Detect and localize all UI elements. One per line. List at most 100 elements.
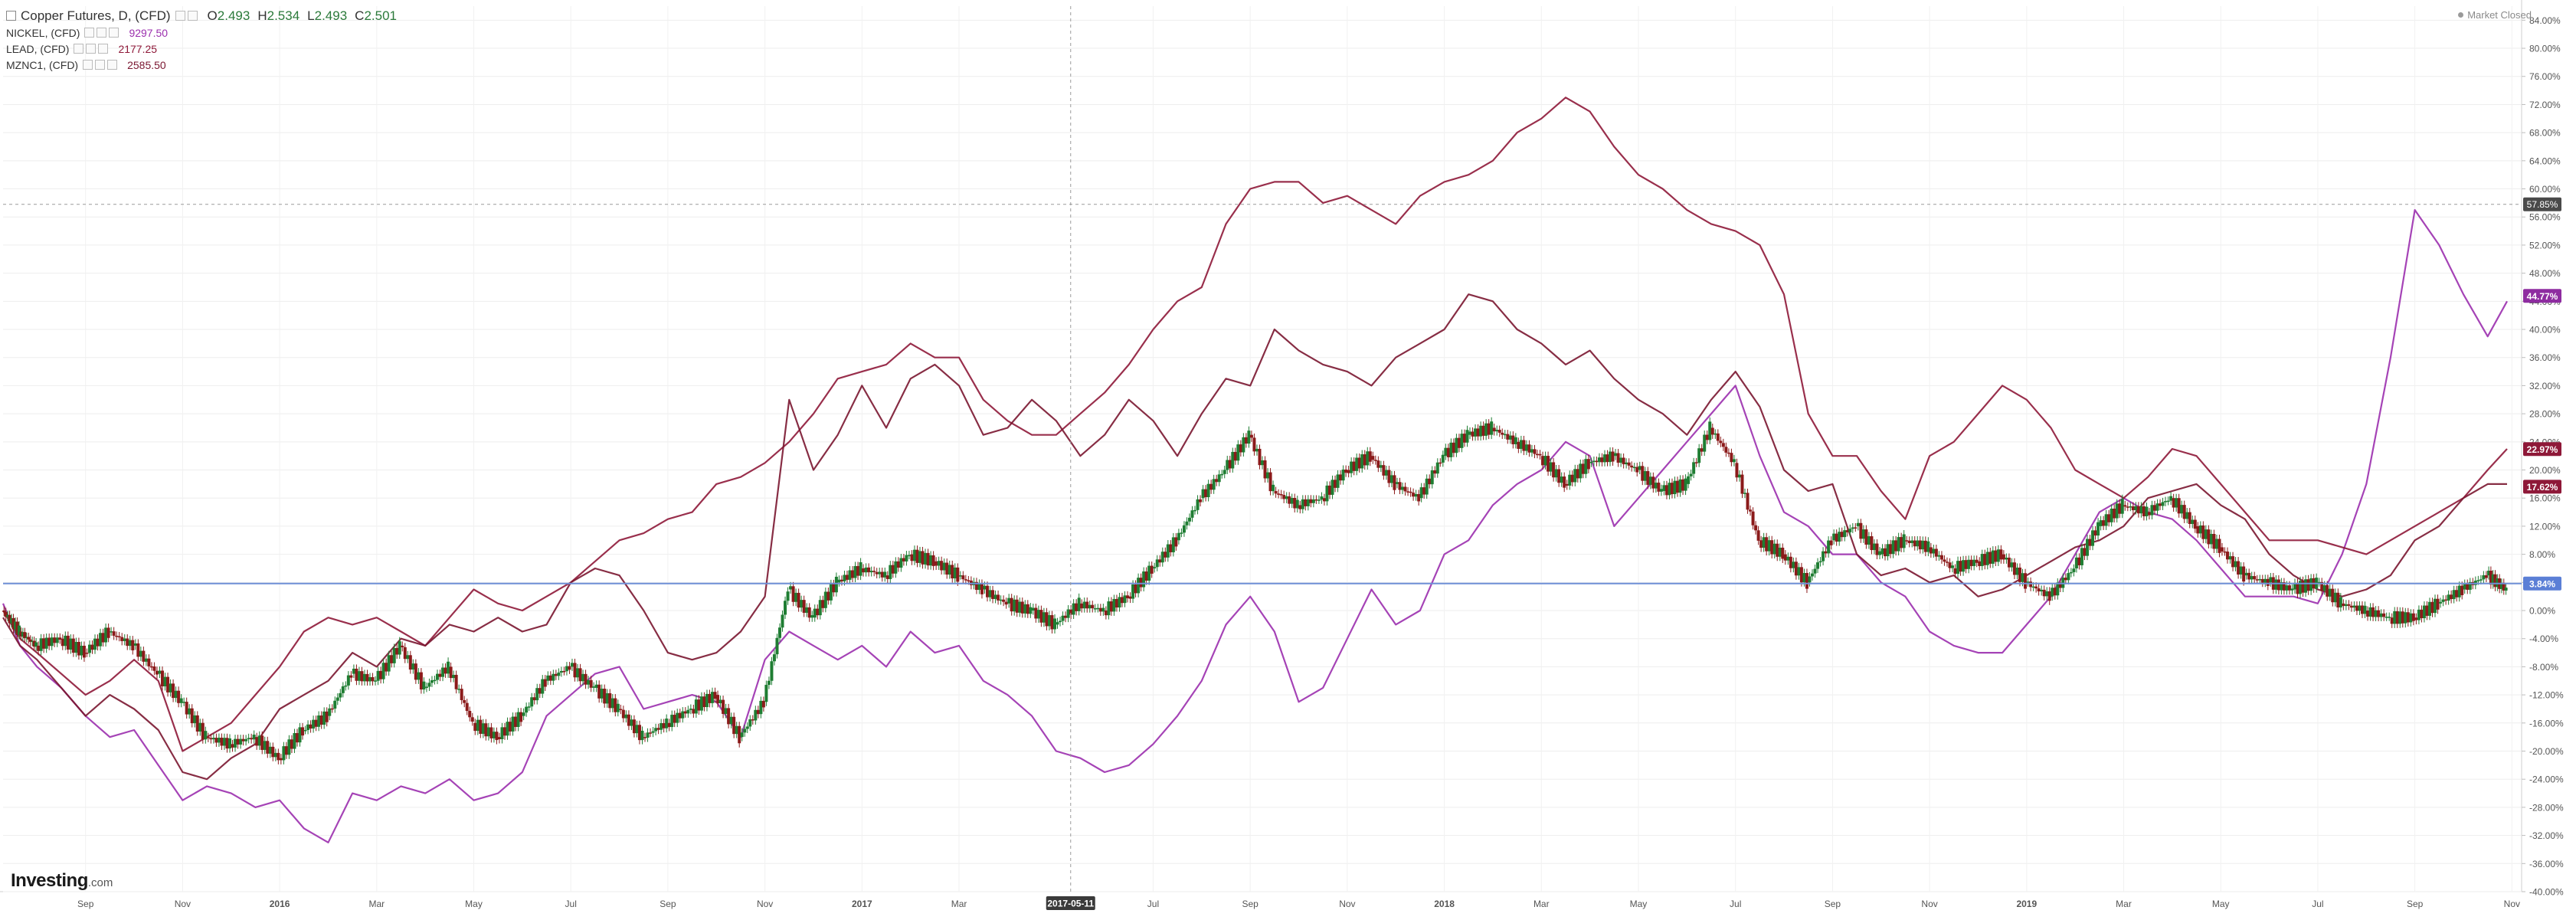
candle-body (1778, 547, 1782, 557)
candle-body (1158, 559, 1162, 563)
candle-body (1943, 559, 1946, 562)
candle-body (2102, 520, 2106, 526)
candle-body (964, 579, 967, 581)
remove-icon[interactable] (107, 60, 118, 70)
comparison-row[interactable]: MZNC1, (CFD) 2585.50 (6, 57, 397, 73)
hide-icon[interactable] (86, 44, 97, 54)
candle-body (1293, 498, 1297, 509)
candle-body (1360, 454, 1364, 469)
y-tick-label: 48.00% (2529, 268, 2561, 279)
candle-body (163, 676, 167, 686)
hide-icon[interactable] (187, 10, 198, 21)
candle-body (2147, 512, 2151, 516)
candle-body (362, 673, 366, 682)
ohlc-readout: O2.493 H2.534 L2.493 C2.501 (200, 9, 397, 22)
candle-body (1187, 517, 1191, 522)
settings-icon[interactable] (175, 10, 185, 21)
x-tick-label: Mar (368, 899, 385, 909)
candle-body (1468, 431, 1472, 435)
collapse-icon[interactable] (6, 10, 16, 21)
candle-body (993, 594, 997, 599)
candle-body (791, 586, 795, 602)
candle-body (1905, 540, 1909, 542)
candle-body (885, 575, 889, 579)
candle-body (1832, 533, 1836, 541)
candle-body (578, 668, 582, 682)
candle-body (241, 738, 245, 742)
candle-body (1177, 532, 1180, 541)
comparison-row[interactable]: NICKEL, (CFD) 9297.50 (6, 25, 397, 41)
candle-body (287, 739, 291, 755)
x-tick-label: Sep (77, 899, 94, 909)
candle-body (637, 725, 641, 741)
candle-body (225, 738, 229, 749)
comparison-row[interactable]: LEAD, (CFD) 2177.25 (6, 41, 397, 57)
candle-body (424, 686, 428, 688)
candle-body (1347, 470, 1350, 473)
candle-body (2042, 589, 2046, 597)
y-tick-label: 40.00% (2529, 325, 2561, 336)
candle-body (2301, 581, 2305, 593)
candle-body (25, 637, 28, 639)
candle-body (211, 738, 215, 740)
candle-body (317, 715, 321, 727)
candle-body (2333, 592, 2337, 603)
candle-body (106, 627, 110, 638)
candle-body (1091, 604, 1095, 609)
candle-body (1088, 604, 1092, 609)
settings-icon[interactable] (74, 44, 84, 54)
candle-body (2274, 579, 2278, 590)
candle-body (2058, 582, 2062, 588)
candle-body (1134, 584, 1137, 594)
x-tick-label: Nov (1339, 899, 1355, 909)
candle-body (587, 679, 591, 685)
candle-body (777, 627, 781, 638)
candle-body (1967, 559, 1971, 569)
settings-icon[interactable] (84, 28, 95, 38)
hide-icon[interactable] (97, 28, 107, 38)
hide-icon[interactable] (95, 60, 106, 70)
candle-body (1643, 471, 1647, 481)
candle-body (279, 758, 283, 761)
settings-icon[interactable] (83, 60, 93, 70)
candle-body (188, 708, 191, 715)
candle-body (2242, 566, 2246, 582)
candle-body (2015, 567, 2019, 575)
candle-body (82, 645, 86, 658)
candle-body (1756, 530, 1760, 541)
candle-body (1435, 462, 1439, 474)
remove-icon[interactable] (98, 44, 109, 54)
y-axis: -40.00% -36.00% -32.00% -28.00% -24.00% -20.0… (2522, 15, 2564, 898)
candle-body (1983, 554, 1987, 565)
candle-body (1926, 541, 1930, 552)
candle-body (1209, 483, 1213, 490)
candle-body (58, 637, 62, 640)
candle-body (2026, 581, 2030, 583)
crosshair-date-label: 2017-05-11 (1047, 899, 1094, 909)
remove-icon[interactable] (109, 28, 119, 38)
candle-body (2180, 505, 2184, 514)
candle-body (810, 615, 814, 618)
candle-body (309, 724, 313, 729)
candle-body (2434, 598, 2437, 614)
candle-body (2255, 579, 2259, 581)
candle-body (144, 658, 148, 662)
candle-body (2007, 557, 2011, 568)
candle-body (718, 699, 722, 704)
candle-body (1304, 499, 1308, 506)
candle-body (2005, 557, 2008, 560)
candle-body (554, 673, 558, 676)
candle-body (2129, 506, 2132, 508)
x-tick-label: May (2212, 899, 2230, 909)
x-tick-label: Sep (660, 899, 676, 909)
candle-body (1891, 540, 1895, 555)
candle-body (371, 676, 375, 682)
candle-body (735, 725, 738, 735)
candle-body (8, 614, 11, 624)
candle-body (1350, 461, 1353, 473)
candle-body (441, 667, 445, 677)
candle-body (1818, 561, 1822, 563)
candle-body (1327, 485, 1331, 495)
